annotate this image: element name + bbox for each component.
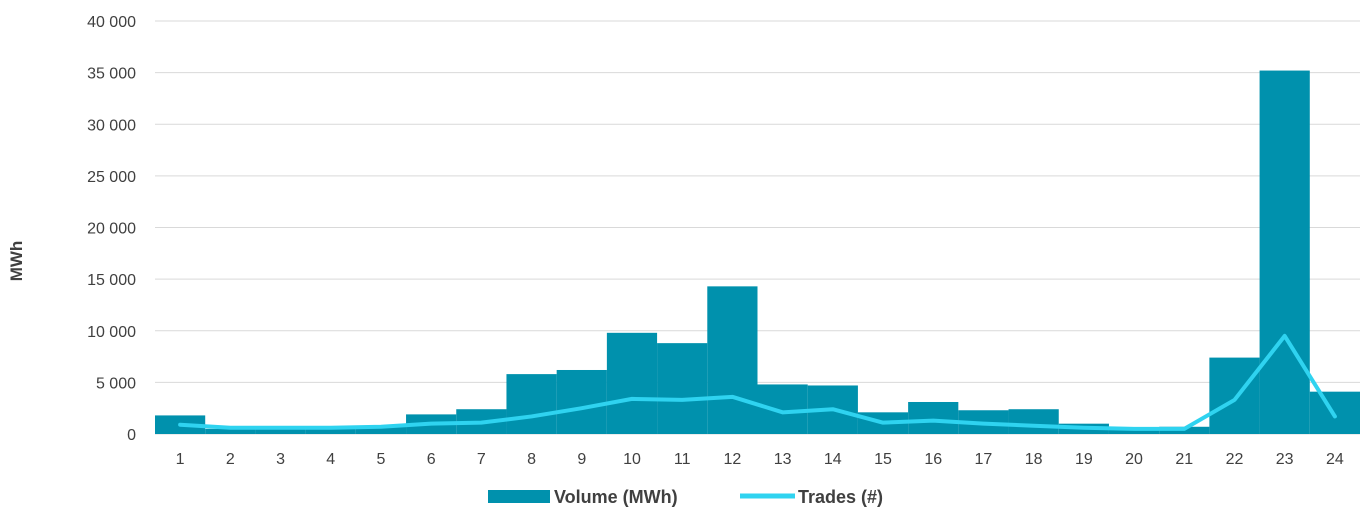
volume-bar — [1259, 70, 1310, 434]
volume-bar — [255, 428, 306, 434]
volume-bar — [908, 401, 959, 434]
volume-bar — [657, 343, 708, 434]
y-tick-label: 40 000 — [87, 14, 136, 31]
volume-bar — [355, 426, 407, 434]
x-tick-label: 3 — [276, 451, 285, 468]
trades-line — [178, 333, 1337, 431]
x-tick-labels: 1 2 3 4 5 6 7 8 9 10 11 12 13 14 15 16 17 18 19 20 21 22 23 24 — [176, 451, 1344, 468]
volume-bar — [556, 369, 607, 434]
volume-bar — [305, 428, 356, 434]
volume-bar — [606, 332, 658, 434]
y-tick-label: 10 000 — [87, 324, 136, 341]
x-tick-label: 11 — [674, 451, 691, 468]
x-tick-label: 19 — [1075, 451, 1093, 468]
y-tick-label: 25 000 — [87, 169, 136, 186]
legend: Volume (MWh) Trades (#) — [488, 487, 883, 507]
legend-label-volume: Volume (MWh) — [554, 487, 678, 507]
x-tick-label: 13 — [774, 451, 792, 468]
x-tick-label: 22 — [1226, 451, 1244, 468]
x-tick-label: 4 — [326, 451, 335, 468]
x-tick-label: 16 — [924, 451, 942, 468]
y-tick-label: 20 000 — [87, 221, 136, 238]
volume-bars — [155, 70, 1360, 434]
y-axis-title: MWh — [7, 241, 26, 282]
volume-bar — [1008, 409, 1059, 434]
y-tick-label: 5 000 — [96, 375, 136, 392]
volume-bar — [1108, 427, 1160, 434]
x-tick-label: 15 — [874, 451, 892, 468]
y-tick-labels: 0 5 000 10 000 15 000 20 000 25 000 30 000 35 0… — [87, 14, 136, 444]
gridlines — [155, 20, 1360, 435]
x-tick-label: 1 — [176, 451, 185, 468]
volume-bar — [506, 374, 557, 434]
x-tick-label: 10 — [623, 451, 641, 468]
x-tick-label: 8 — [527, 451, 536, 468]
x-tick-label: 14 — [824, 451, 842, 468]
x-tick-label: 5 — [376, 451, 385, 468]
x-tick-label: 23 — [1276, 451, 1294, 468]
legend-label-trades: Trades (#) — [798, 487, 883, 507]
x-tick-label: 12 — [723, 451, 741, 468]
volume-bar — [757, 384, 808, 434]
trades-line-layer — [178, 333, 1337, 431]
x-tick-label: 17 — [975, 451, 993, 468]
x-tick-label: 24 — [1326, 451, 1344, 468]
x-tick-label: 21 — [1175, 451, 1193, 468]
legend-swatch-volume — [488, 490, 550, 503]
x-tick-label: 6 — [427, 451, 436, 468]
y-tick-label: 30 000 — [87, 117, 136, 134]
x-tick-label: 9 — [577, 451, 586, 468]
y-tick-label: 15 000 — [87, 272, 136, 289]
y-tick-label: 35 000 — [87, 66, 136, 83]
x-tick-label: 20 — [1125, 451, 1143, 468]
volume-bar — [707, 286, 758, 434]
volume-bar — [205, 428, 256, 434]
x-tick-label: 7 — [477, 451, 486, 468]
volume-bar — [1209, 357, 1260, 434]
x-tick-label: 2 — [226, 451, 235, 468]
x-tick-label: 18 — [1025, 451, 1043, 468]
y-tick-label: 0 — [127, 427, 136, 444]
